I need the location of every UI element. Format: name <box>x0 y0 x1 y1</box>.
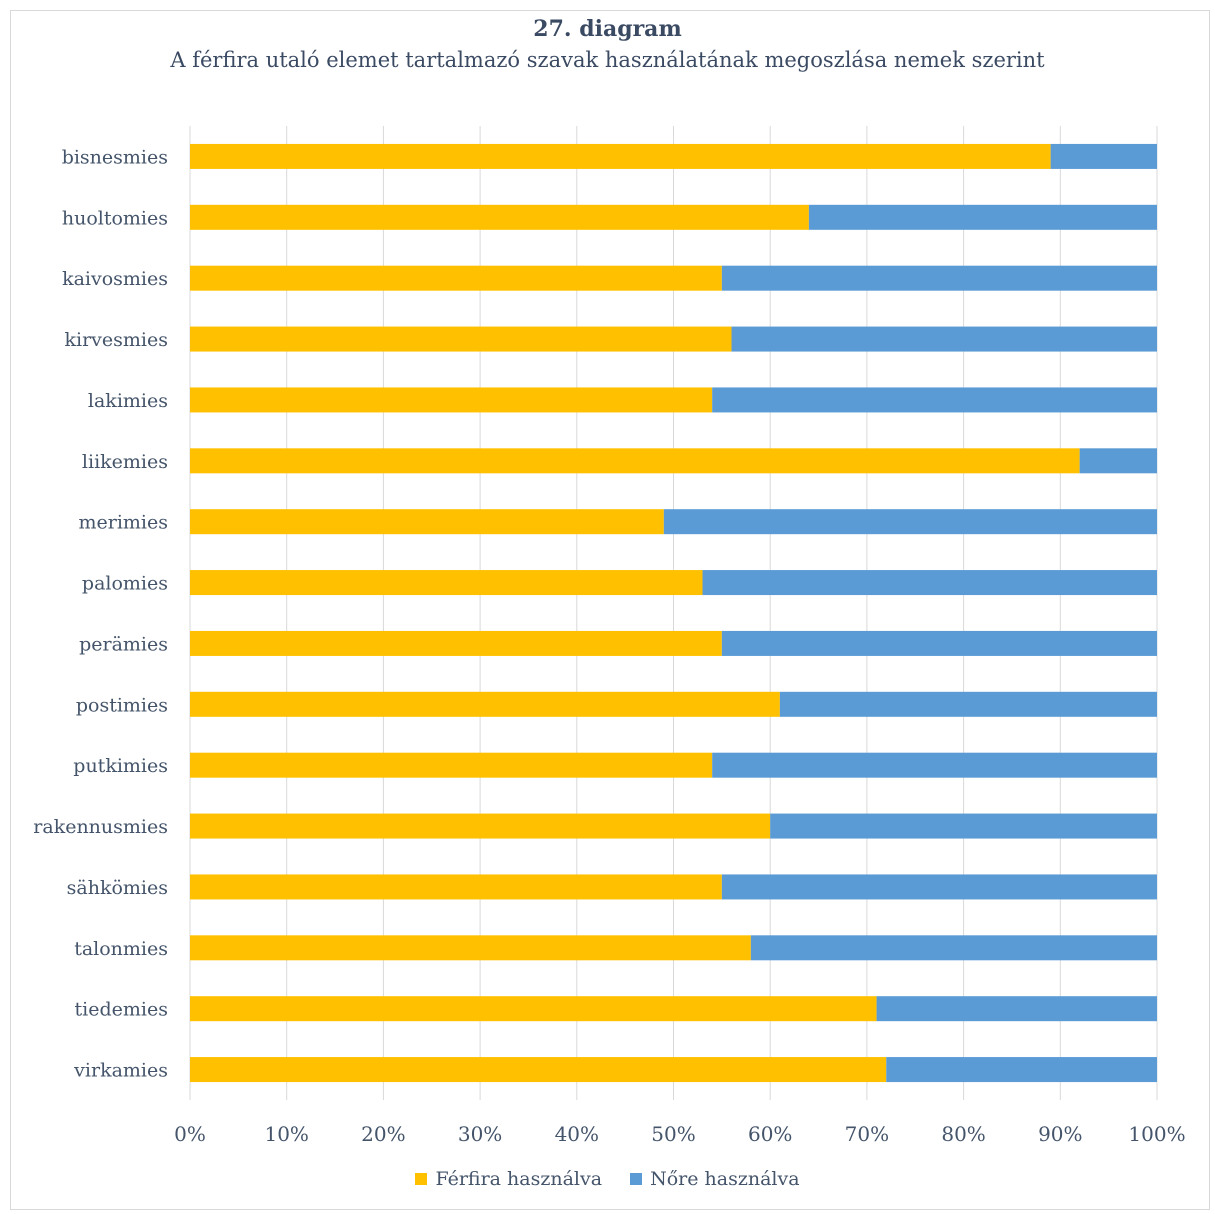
bar-segment-ferfira <box>190 996 877 1022</box>
category-label: sähkömies <box>67 877 168 899</box>
legend-label-ferfira: Férfira használva <box>435 1168 603 1190</box>
x-tick-label: 40% <box>555 1122 599 1146</box>
bar-segment-nore <box>750 935 1157 961</box>
bar-segment-nore <box>779 691 1157 717</box>
x-tick-label: 90% <box>1038 1122 1082 1146</box>
bars <box>190 143 1157 1083</box>
category-labels: bisnesmies huoltomies kaivosmies kirvesmies… <box>33 146 168 1081</box>
legend-item-nore: Nőre használva <box>630 1168 800 1190</box>
category-label: rakennusmies <box>33 816 168 838</box>
bar-segment-nore <box>1050 143 1157 169</box>
bar-segment-ferfira <box>190 326 732 352</box>
category-label: huoltomies <box>62 207 168 229</box>
category-label: liikemies <box>82 451 168 473</box>
x-tick-label: 60% <box>748 1122 792 1146</box>
x-tick-label: 10% <box>264 1122 308 1146</box>
x-tick-label: 30% <box>458 1122 502 1146</box>
bar-segment-ferfira <box>190 630 722 656</box>
bar-segment-ferfira <box>190 691 780 717</box>
bar-segment-ferfira <box>190 935 751 961</box>
bar-segment-nore <box>721 265 1157 291</box>
x-tick-label: 20% <box>361 1122 405 1146</box>
category-label: kirvesmies <box>65 329 169 351</box>
category-label: perämies <box>79 633 168 655</box>
category-label: kaivosmies <box>62 268 168 290</box>
category-label: lakimies <box>88 390 168 412</box>
chart-title: 27. diagram <box>533 16 682 42</box>
legend: Férfira használva Nőre használva <box>0 1168 1215 1190</box>
bar-segment-nore <box>712 387 1157 413</box>
bar-segment-nore <box>702 570 1157 596</box>
bar-segment-nore <box>663 509 1157 535</box>
category-label: virkamies <box>73 1060 168 1082</box>
bar-segment-ferfira <box>190 448 1080 474</box>
bar-segment-nore <box>886 1057 1157 1083</box>
x-tick-label: 70% <box>845 1122 889 1146</box>
legend-label-nore: Nőre használva <box>650 1168 800 1190</box>
bar-segment-nore <box>721 630 1157 656</box>
bar-segment-ferfira <box>190 1057 887 1083</box>
bar-segment-nore <box>712 752 1157 778</box>
bar-segment-nore <box>1079 448 1157 474</box>
category-label: talonmies <box>74 938 168 960</box>
legend-swatch-ferfira <box>415 1173 428 1185</box>
bar-segment-ferfira <box>190 204 809 230</box>
bar-segment-ferfira <box>190 752 713 778</box>
bar-segment-ferfira <box>190 509 664 535</box>
category-label: putkimies <box>73 755 168 777</box>
bar-segment-nore <box>876 996 1157 1022</box>
category-label: bisnesmies <box>62 146 168 168</box>
x-tick-label: 100% <box>1128 1122 1185 1146</box>
x-tick-label: 0% <box>174 1122 206 1146</box>
bar-segment-ferfira <box>190 143 1051 169</box>
bar-segment-ferfira <box>190 570 703 596</box>
category-label: postimies <box>76 694 168 716</box>
bar-segment-nore <box>808 204 1157 230</box>
x-tick-label: 50% <box>651 1122 695 1146</box>
category-label: merimies <box>78 512 168 534</box>
legend-swatch-nore <box>630 1173 643 1185</box>
bar-segment-nore <box>721 874 1157 900</box>
bar-segment-nore <box>770 813 1157 839</box>
bar-segment-ferfira <box>190 387 713 413</box>
bar-segment-ferfira <box>190 265 722 291</box>
x-axis-ticks: 0% 10% 20% 30% 40% 50% 60% 70% 80% 90% 100% <box>174 1122 1185 1146</box>
category-label: tiedemies <box>75 999 168 1021</box>
bar-segment-nore <box>731 326 1157 352</box>
legend-item-ferfira: Férfira használva <box>415 1168 602 1190</box>
bar-segment-ferfira <box>190 874 722 900</box>
bar-segment-ferfira <box>190 813 771 839</box>
category-label: palomies <box>82 573 168 595</box>
chart-subtitle: A férfira utaló elemet tartalmazó szavak… <box>170 48 1045 72</box>
x-tick-label: 80% <box>941 1122 985 1146</box>
